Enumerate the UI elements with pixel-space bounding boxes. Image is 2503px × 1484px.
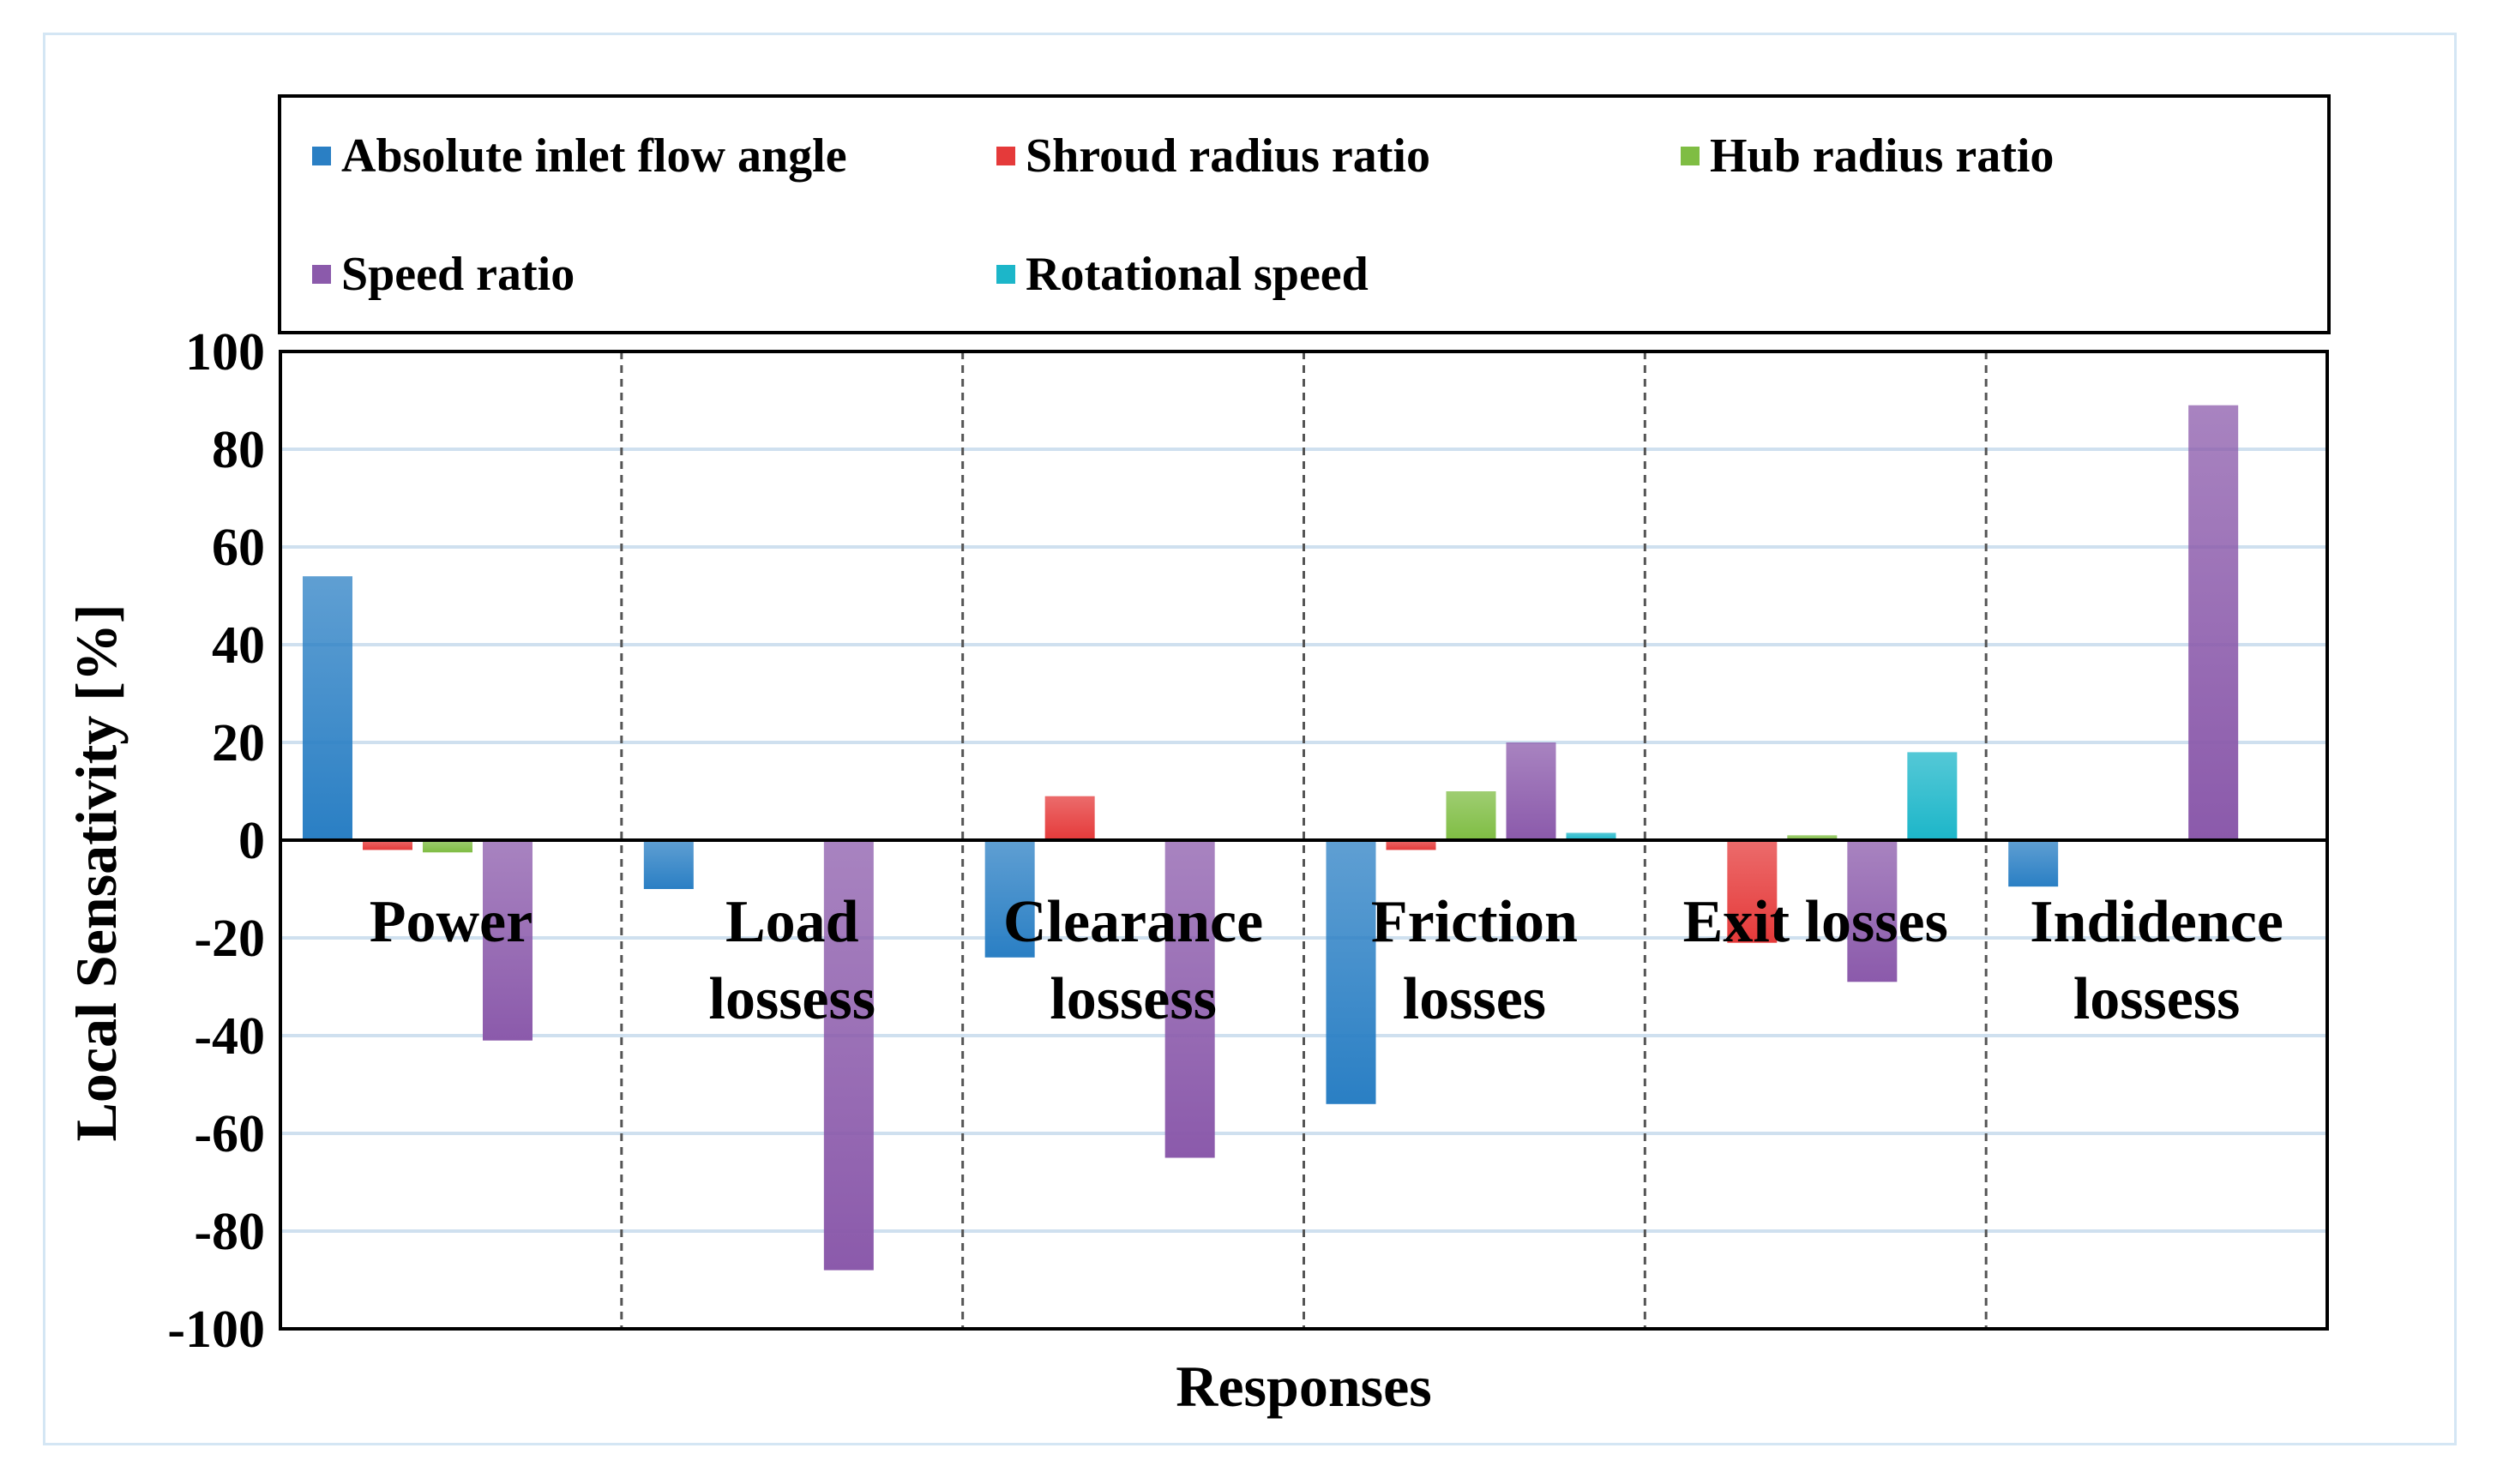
y-axis-title: Local Sensativity [%] xyxy=(63,604,129,1141)
legend-item-shroud-radius-ratio: Shroud radius ratio xyxy=(996,129,1430,183)
legend-swatch-shroud-radius-ratio xyxy=(996,147,1015,165)
bar-absolute-inlet-flow-angle-5 xyxy=(2008,840,2059,887)
y-tick-label: -20 xyxy=(194,910,265,968)
legend-swatch-rotational-speed xyxy=(996,265,1015,284)
y-tick-label: 20 xyxy=(212,714,265,772)
y-tick-label: -100 xyxy=(167,1301,265,1359)
y-tick-label: -60 xyxy=(194,1105,265,1163)
bar-rotational-speed-3 xyxy=(1566,832,1616,840)
bar-absolute-inlet-flow-angle-3 xyxy=(1326,840,1376,1104)
y-tick-label: 80 xyxy=(212,421,265,479)
category-label: Friction losses xyxy=(1371,889,1578,1032)
legend-swatch-absolute-inlet-flow-angle xyxy=(312,147,331,165)
bar-shroud-radius-ratio-3 xyxy=(1386,840,1436,850)
y-tick-label: -40 xyxy=(194,1007,265,1066)
category-label-line: Indidence xyxy=(2030,889,2283,955)
legend-label-shroud-radius-ratio: Shroud radius ratio xyxy=(1026,129,1430,183)
legend-item-speed-ratio: Speed ratio xyxy=(312,247,575,302)
bar-speed-ratio-0 xyxy=(483,840,532,1041)
y-tick-label: 60 xyxy=(212,519,265,577)
legend-item-rotational-speed: Rotational speed xyxy=(996,247,1369,302)
legend-label-speed-ratio: Speed ratio xyxy=(341,248,575,301)
category-label-line: losses xyxy=(1403,966,1546,1032)
bar-hub-radius-ratio-3 xyxy=(1446,791,1496,840)
bar-hub-radius-ratio-4 xyxy=(1787,835,1838,840)
legend-label-absolute-inlet-flow-angle: Absolute inlet flow angle xyxy=(341,129,847,183)
figure-frame xyxy=(43,33,2457,1445)
bar-absolute-inlet-flow-angle-1 xyxy=(643,840,694,889)
y-tick-label: 40 xyxy=(212,616,265,675)
legend-swatch-hub-radius-ratio xyxy=(1681,147,1700,165)
category-label-line: Exit losses xyxy=(1683,889,1948,955)
bar-speed-ratio-5 xyxy=(2188,405,2239,840)
category-label: Load lossess xyxy=(709,889,875,1032)
category-label-line: Clearance xyxy=(1003,889,1263,955)
legend-label-rotational-speed: Rotational speed xyxy=(1026,248,1369,301)
bar-speed-ratio-1 xyxy=(823,840,874,1271)
bar-absolute-inlet-flow-angle-2 xyxy=(984,840,1035,958)
legend-label-hub-radius-ratio: Hub radius ratio xyxy=(1710,129,2055,183)
bar-speed-ratio-3 xyxy=(1506,742,1556,840)
category-label-line: lossess xyxy=(709,966,875,1032)
category-label-line: Load xyxy=(725,889,859,955)
y-tick-label: -80 xyxy=(194,1203,265,1261)
category-label: Indidence lossess xyxy=(2030,889,2283,1032)
bar-hub-radius-ratio-0 xyxy=(423,840,472,853)
bar-speed-ratio-4 xyxy=(1847,840,1898,982)
legend-swatch-speed-ratio xyxy=(312,265,331,284)
bar-shroud-radius-ratio-4 xyxy=(1727,840,1778,943)
y-tick-label: 0 xyxy=(238,812,265,870)
bar-speed-ratio-2 xyxy=(1164,840,1215,1158)
x-axis-title: Responses xyxy=(1176,1354,1432,1419)
bar-shroud-radius-ratio-2 xyxy=(1044,796,1095,840)
category-label-line: Friction xyxy=(1371,889,1578,955)
category-label: Power xyxy=(370,889,532,955)
bar-shroud-radius-ratio-0 xyxy=(363,840,412,850)
category-label: Clearance lossess xyxy=(1003,889,1263,1032)
legend-item-absolute-inlet-flow-angle: Absolute inlet flow angle xyxy=(312,129,847,183)
legend-item-hub-radius-ratio: Hub radius ratio xyxy=(1681,129,2054,183)
category-label: Exit losses xyxy=(1683,889,1948,955)
y-tick-label: 100 xyxy=(185,323,265,382)
bar-rotational-speed-4 xyxy=(1907,752,1958,840)
legend: Absolute inlet flow angle Shroud radius … xyxy=(278,94,2331,334)
category-label-line: lossess xyxy=(1050,966,1216,1032)
category-label-line: Power xyxy=(370,889,532,955)
bar-absolute-inlet-flow-angle-0 xyxy=(303,576,352,840)
category-label-line: lossess xyxy=(2073,966,2240,1032)
plot-area-border xyxy=(279,350,2329,1331)
